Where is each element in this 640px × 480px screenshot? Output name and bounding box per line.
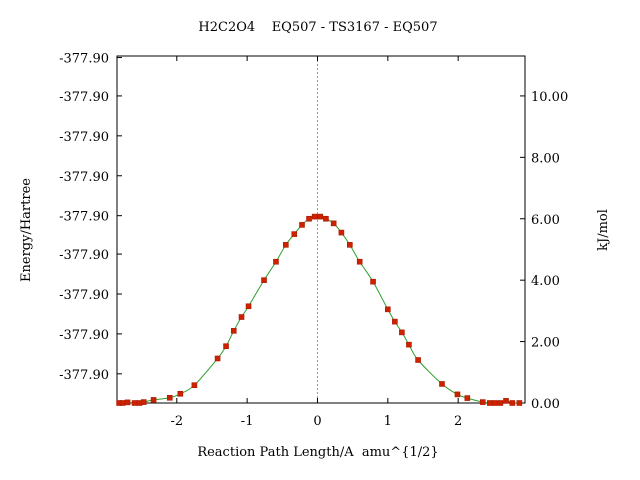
chart-title: H2C2O4 EQ507 - TS3167 - EQ507 [198,20,437,35]
data-point [356,258,363,265]
y-left-tick-label: -377.90 [59,52,109,67]
data-point [323,215,329,222]
data-point [245,303,252,310]
data-point [392,318,398,325]
y-left-tick-label: -377.90 [59,90,109,105]
data-point [338,229,345,236]
data-point [464,395,471,401]
y-right-tick-label: 6.00 [531,213,560,228]
data-point [415,357,421,363]
y-left-tick-label: -377.90 [59,288,109,303]
data-point [503,398,509,404]
y-right-tick-label: 10.00 [531,90,568,105]
data-point [311,213,318,220]
energy-curve-line [119,215,520,404]
data-point [491,400,498,406]
data-point [124,399,131,406]
x-tick-label: 0 [313,414,321,429]
x-tick-label: -1 [241,414,254,429]
data-point [439,381,445,387]
data-point [479,399,486,405]
x-tick-label: 2 [454,414,462,429]
data-point [347,242,353,248]
data-point [238,314,245,320]
data-point [166,394,173,401]
data-point [454,391,461,398]
data-point [131,400,138,406]
data-point [299,222,305,228]
data-point [150,397,157,403]
data-point [330,220,337,227]
x-tick-label: -2 [170,414,183,429]
y-axis-label: Energy/Hartree [19,178,34,282]
data-point [487,400,493,406]
y-right-tick-label: 0.00 [531,397,560,412]
y-left-tick-label: -377.90 [59,248,109,263]
data-point [385,306,391,313]
data-point [177,390,184,397]
data-point [509,400,516,406]
plot-area: -2 -1 0 1 2 -377.90 -377.90 -377.90 -377.90 -377.… [59,52,568,429]
data-point [283,242,289,248]
data-point [317,213,324,220]
y-right-tick-label: 2.00 [531,336,560,351]
y2-axis-label: kJ/mol [596,209,611,251]
x-tick-label: 1 [384,414,392,429]
data-point [223,343,229,349]
data-point [291,231,298,237]
y-left-tick-label: -377.90 [59,210,109,225]
y-left-tick-label: -377.90 [59,130,109,145]
data-point [497,400,504,406]
data-point [261,277,267,283]
data-point [273,258,279,265]
data-point [230,328,237,334]
x-axis-label: Reaction Path Length/A amu^{1/2} [197,445,438,460]
y-left-tick-label: -377.90 [59,170,109,185]
y-left-tick-label: -377.90 [59,328,109,343]
data-point [306,215,312,222]
data-point [399,329,405,336]
data-point [516,400,523,406]
data-point [370,278,376,285]
y-left-tick-label: -377.90 [59,368,109,383]
y-right-tick-label: 4.00 [531,274,560,289]
data-point [119,400,126,406]
plot-frame [116,55,526,404]
data-point [214,355,221,362]
y-right-tick-label: 8.00 [531,151,560,166]
data-point [406,341,412,348]
data-point [140,399,147,405]
data-point [191,382,198,388]
